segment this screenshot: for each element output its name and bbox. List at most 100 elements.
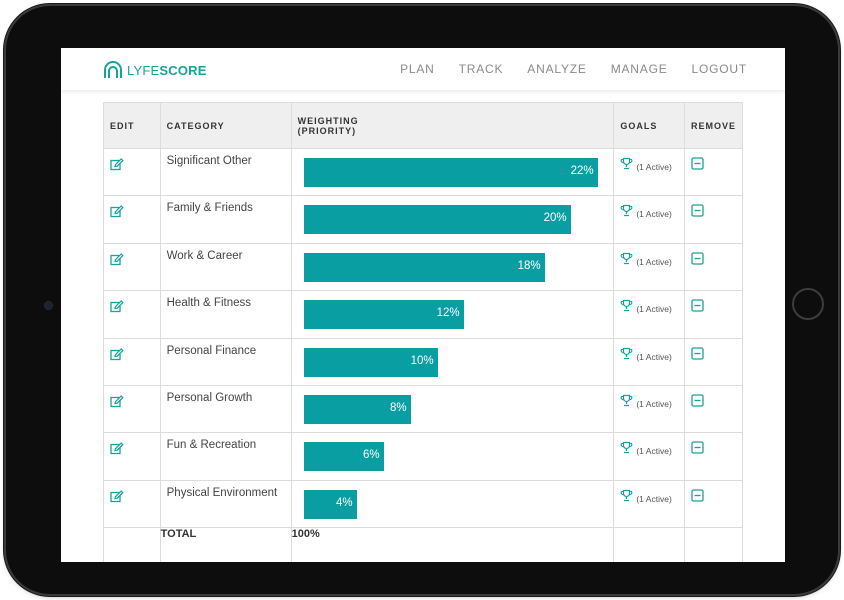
goals-count: (1 Active) (636, 162, 672, 172)
trophy-icon (620, 204, 633, 219)
weighting-bar[interactable]: 4% (303, 489, 357, 519)
table-header-row: EDIT CATEGORY WEIGHTING (PRIORITY) GOALS… (103, 102, 744, 149)
goals-count: (1 Active) (636, 398, 672, 409)
edit-icon[interactable] (110, 300, 124, 316)
remove-icon[interactable] (691, 157, 704, 173)
trophy-icon (620, 347, 633, 362)
goals-count: (1 Active) (636, 446, 672, 457)
weighting-bar-track: 22% (303, 158, 600, 187)
goals-link[interactable]: (1 Active) (620, 347, 684, 362)
edit-icon[interactable] (110, 158, 124, 174)
remove-cell (683, 337, 744, 386)
remove-icon[interactable] (691, 252, 704, 268)
total-empty-cell (103, 527, 161, 562)
remove-cell (683, 195, 744, 244)
table-row: Physical Environment 4% (1 Active) (103, 479, 744, 529)
brand-name-light: LYFE (127, 62, 160, 78)
table-row: Health & Fitness 12% (1 Active) (103, 290, 744, 339)
goals-link[interactable]: (1 Active) (620, 489, 684, 504)
weighting-bar-track: 8% (303, 394, 600, 424)
remove-icon[interactable] (691, 346, 704, 363)
nav-plan[interactable]: PLAN (400, 62, 435, 76)
weighting-cell: 4% (290, 479, 615, 529)
goals-link[interactable]: (1 Active) (620, 157, 684, 172)
remove-icon[interactable] (691, 489, 704, 505)
remove-cell (683, 479, 744, 529)
nav-track[interactable]: TRACK (458, 62, 504, 76)
category-cell: Personal Growth (159, 384, 292, 434)
goals-link[interactable]: (1 Active) (620, 252, 684, 267)
remove-cell (683, 384, 744, 434)
total-empty-cell (613, 527, 685, 562)
weighting-cell: 20% (290, 195, 615, 244)
col-header-remove: REMOVE (683, 102, 744, 149)
category-cell: Work & Career (159, 242, 292, 292)
category-name: Fun & Recreation (166, 439, 257, 452)
category-name: Significant Other (166, 155, 252, 167)
brand-logo[interactable]: LYFE SCORE (103, 60, 207, 80)
weighting-bar[interactable]: 20% (303, 205, 571, 235)
trophy-icon (620, 252, 633, 267)
trophy-icon (620, 394, 633, 409)
goals-link[interactable]: (1 Active) (620, 441, 684, 456)
edit-icon[interactable] (110, 442, 124, 458)
edit-icon[interactable] (110, 489, 124, 506)
top-navbar: LYFE SCORE PLAN TRACK ANALYZE MANAGE LOGO… (61, 48, 785, 90)
weighting-bar[interactable]: 12% (303, 300, 464, 330)
table-row: Work & Career 18% (1 Active) (103, 242, 744, 292)
nav-logout[interactable]: LOGOUT (691, 62, 747, 76)
weighting-bar[interactable]: 18% (303, 252, 545, 282)
total-empty-cell (683, 527, 744, 562)
category-name: Personal Finance (166, 344, 257, 357)
category-name: Family & Friends (166, 202, 253, 215)
logo-arch-icon (104, 61, 122, 78)
edit-icon[interactable] (110, 252, 124, 269)
category-name: Personal Growth (166, 391, 253, 404)
trophy-icon (620, 157, 633, 172)
goals-link[interactable]: (1 Active) (620, 204, 684, 219)
edit-icon[interactable] (110, 205, 124, 221)
edit-icon[interactable] (110, 347, 124, 364)
home-button[interactable] (792, 288, 824, 320)
remove-icon[interactable] (691, 441, 704, 457)
edit-cell (103, 147, 161, 197)
table-row: Personal Growth 8% (1 Active) (103, 384, 744, 434)
goals-count: (1 Active) (636, 256, 672, 267)
weighting-bar[interactable]: 6% (303, 442, 384, 472)
weighting-bar[interactable]: 22% (303, 158, 598, 187)
remove-cell (683, 147, 744, 197)
goals-cell: (1 Active) (613, 242, 685, 292)
edit-icon[interactable] (110, 395, 124, 411)
category-cell: Family & Friends (159, 195, 292, 244)
remove-cell (683, 290, 744, 339)
nav-manage[interactable]: MANAGE (610, 62, 668, 76)
weighting-header-line2: (PRIORITY) (297, 125, 357, 136)
weighting-cell: 6% (290, 432, 615, 481)
weighting-cell: 18% (290, 242, 615, 292)
table-row: Personal Finance 10% (1 Active) (103, 337, 744, 386)
table-row: Significant Other 22% (1 Active) (103, 147, 744, 197)
goals-link[interactable]: (1 Active) (620, 299, 684, 314)
goals-cell: (1 Active) (613, 337, 685, 386)
weighting-bar-track: 4% (303, 489, 600, 519)
remove-cell (683, 242, 744, 292)
remove-icon[interactable] (691, 204, 704, 220)
category-name: Health & Fitness (166, 297, 251, 310)
nav-analyze[interactable]: ANALYZE (527, 62, 587, 76)
goals-link[interactable]: (1 Active) (620, 394, 684, 409)
weighting-label: 8% (389, 401, 407, 414)
goals-cell: (1 Active) (613, 384, 685, 434)
weighting-bar-track: 12% (303, 300, 600, 330)
weighting-bar[interactable]: 8% (303, 394, 411, 424)
remove-icon[interactable] (691, 299, 704, 315)
weighting-label: 18% (517, 259, 541, 272)
edit-cell (103, 195, 161, 244)
weighting-cell: 22% (290, 147, 615, 197)
trophy-icon (620, 441, 633, 456)
goals-cell: (1 Active) (613, 290, 685, 339)
weighting-bar[interactable]: 10% (303, 347, 438, 377)
remove-icon[interactable] (691, 394, 704, 410)
weighting-cell: 8% (290, 384, 615, 434)
total-label: TOTAL (159, 527, 292, 562)
weighting-label: 10% (410, 354, 434, 367)
